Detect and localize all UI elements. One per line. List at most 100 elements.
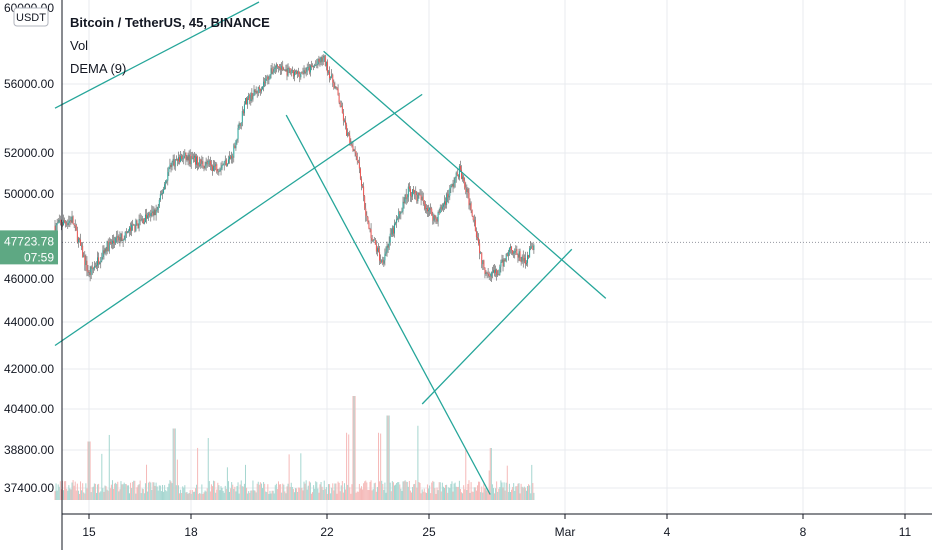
volume-bar [59, 481, 61, 500]
candle-body [330, 77, 332, 79]
price-unit-badge[interactable]: USDT [13, 7, 49, 27]
volume-bar [107, 490, 109, 500]
volume-bar [434, 488, 436, 500]
candle-body [286, 69, 288, 76]
volume-bar [447, 492, 449, 500]
candle-body [270, 68, 272, 76]
volume-bar [402, 481, 404, 500]
volume-bar [267, 484, 269, 500]
volume-bar [345, 489, 347, 500]
candle-body [83, 255, 85, 258]
trendline-4[interactable] [285, 114, 491, 495]
volume-bar [54, 491, 56, 500]
volume-bar [487, 491, 489, 500]
volume-bar [355, 492, 357, 500]
candle-body [165, 180, 167, 185]
candle-body [318, 58, 320, 62]
candle-body [192, 157, 194, 159]
candle-body [323, 55, 325, 58]
volume-bar [500, 480, 502, 500]
candle-body [412, 189, 414, 197]
volume-bar [326, 493, 328, 500]
volume-bar [373, 483, 375, 500]
volume-bar [430, 493, 432, 500]
candle-body [191, 156, 193, 159]
trendline-5[interactable] [421, 248, 573, 405]
candle-body [110, 242, 112, 244]
candle-body [496, 269, 498, 276]
volume-bar [136, 487, 138, 500]
trendline-3[interactable] [323, 50, 607, 299]
candle-body [350, 143, 352, 145]
volume-bar [301, 487, 303, 500]
x-tick-label: 25 [422, 525, 436, 539]
candle-body [164, 184, 166, 190]
candle-body [113, 240, 115, 243]
volume-bar [448, 487, 450, 500]
volume-bar [215, 492, 217, 500]
candle-body [439, 207, 441, 214]
volume-bar [416, 487, 418, 500]
candle-body [368, 222, 370, 229]
volume-bar [511, 489, 513, 500]
volume-bar [433, 481, 435, 500]
volume-bar [65, 481, 67, 500]
volume-bar [382, 483, 384, 500]
volume-bar [57, 484, 59, 500]
volume-bar [123, 482, 125, 500]
legend-dema[interactable]: DEMA (9) [70, 61, 126, 76]
volume-bar [169, 480, 171, 500]
trendline-2[interactable] [54, 93, 423, 347]
candle-body [495, 269, 497, 273]
volume-bar [166, 491, 168, 500]
volume-bar [492, 488, 494, 500]
volume-bar [387, 415, 389, 500]
volume-bar [509, 491, 511, 500]
candle-body [91, 266, 93, 269]
volume-bar [375, 491, 377, 500]
volume-bar [312, 492, 314, 500]
candle-body [120, 233, 122, 242]
candle-body [450, 185, 452, 189]
volume-bar [255, 492, 257, 500]
volume-bar [494, 493, 496, 500]
volume-bar [318, 492, 320, 500]
volume-bar [383, 489, 385, 500]
candle-body [143, 222, 145, 224]
volume-bar [143, 493, 145, 500]
volume-bar [411, 492, 413, 500]
volume-bar [366, 482, 368, 500]
volume-bar [207, 438, 209, 500]
trendlines[interactable] [54, 1, 607, 495]
candle-body [303, 70, 305, 74]
volume-bar [190, 493, 192, 500]
candle-body [415, 190, 417, 195]
volume-bar [134, 480, 136, 500]
candle-body [227, 159, 229, 164]
volume-bar [216, 489, 218, 500]
volume-bar [164, 485, 166, 500]
volume-bar [67, 490, 69, 500]
candle-body [259, 89, 261, 92]
candle-body [455, 172, 457, 178]
candle-body [433, 214, 435, 221]
volume-bar [490, 448, 492, 500]
candle-body [403, 201, 405, 204]
volume-bar [249, 492, 251, 500]
candle-body [70, 220, 72, 223]
volume-bar [499, 486, 501, 500]
legend-vol[interactable]: Vol [70, 38, 88, 53]
volume-bar [342, 492, 344, 500]
candle-body [69, 220, 71, 222]
candle-body [273, 69, 275, 72]
trendline-1[interactable] [54, 1, 260, 109]
candle-body [469, 203, 471, 206]
candle-body [501, 259, 503, 262]
volume-bar [364, 481, 366, 500]
volume-bar [232, 484, 234, 500]
candle-body [385, 251, 387, 254]
candle-body [522, 256, 524, 262]
volume-bar [497, 491, 499, 500]
